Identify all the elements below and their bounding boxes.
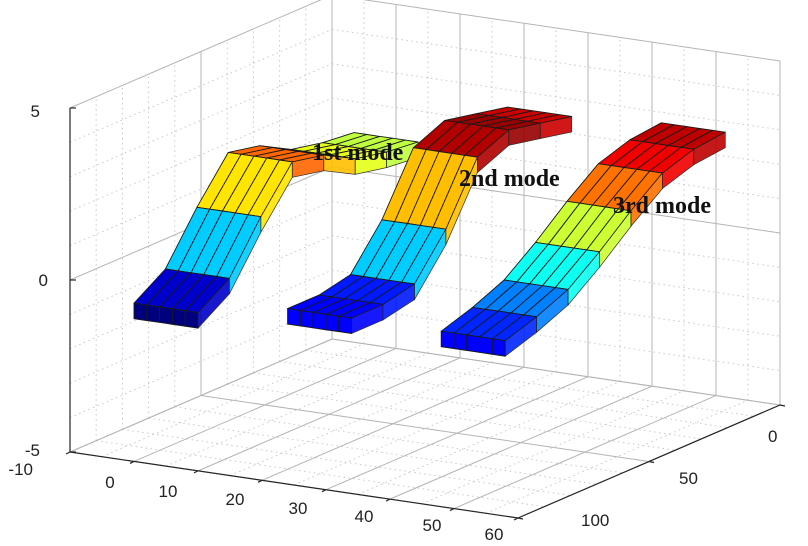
gridline — [96, 440, 545, 508]
surface-edge-face — [287, 308, 301, 327]
x-tick-mark — [193, 470, 199, 474]
x-tick-label: 50 — [423, 516, 442, 535]
y-tick-label: 50 — [679, 469, 698, 488]
z-tick-label: -5 — [25, 441, 40, 460]
gridline — [122, 428, 571, 496]
surface-1 — [133, 132, 419, 329]
x-tick-label: 60 — [485, 525, 504, 544]
x-tick-label: 20 — [226, 490, 245, 509]
gridline — [305, 349, 754, 417]
gridline — [174, 406, 623, 474]
y-tick-label: 0 — [768, 427, 777, 446]
x-tick-mark — [257, 479, 263, 483]
gridline — [69, 338, 333, 453]
y-tick-label: 100 — [581, 511, 609, 530]
surface-edge-face — [453, 332, 468, 352]
surface-edge-face — [479, 336, 493, 355]
surface-edge-face — [338, 315, 353, 335]
gridline — [69, 0, 322, 109]
x-axis-line — [69, 451, 519, 519]
series-label-2nd-mode: 2nd mode — [459, 166, 560, 192]
surface-edge-face — [466, 334, 481, 353]
label-layer: 1st mode 2nd mode 3rd mode — [312, 140, 711, 219]
y-tick-mark — [517, 517, 524, 520]
x-tick-label: 0 — [105, 473, 114, 492]
surface-2 — [287, 106, 573, 335]
x-tick-label: 30 — [289, 499, 308, 518]
series-label-1st-mode: 1st mode — [312, 140, 404, 166]
surface-edge-face — [171, 308, 186, 327]
series-label-3rd-mode: 3rd mode — [613, 193, 711, 219]
x-tick-label: -10 — [8, 460, 33, 479]
y-tick-mark — [648, 460, 655, 464]
x-tick-mark — [65, 451, 71, 455]
surface-edge-face — [146, 304, 161, 323]
x-tick-mark — [449, 508, 455, 512]
z-tick-label: 5 — [31, 102, 40, 121]
surface-edge-face — [159, 306, 173, 325]
gridline — [331, 338, 781, 406]
x-tick-mark — [321, 489, 327, 493]
surface-edge-face — [133, 302, 148, 322]
surface-edge-face — [325, 313, 340, 333]
surface-layer — [133, 106, 726, 357]
gridline — [331, 304, 781, 372]
surface-3 — [440, 122, 726, 357]
surface-edge-face — [491, 338, 506, 357]
gridline — [200, 395, 650, 462]
tick-layer: 5 0 -5 -10 0 10 20 30 40 50 60 0 50 100 — [8, 102, 777, 544]
z-tick-label: 0 — [39, 271, 48, 290]
gridline — [362, 0, 781, 62]
gridline — [227, 383, 676, 451]
x-tick-mark — [513, 517, 519, 521]
surface-side-face — [693, 131, 726, 166]
gridline — [331, 28, 781, 96]
surface-edge-face — [299, 309, 314, 329]
x-tick-label: 40 — [355, 507, 374, 526]
surface-edge-face — [312, 311, 327, 331]
gridline — [279, 361, 728, 429]
x-tick-label: 10 — [159, 482, 178, 501]
gridline — [331, 63, 781, 131]
surface-edge-face — [184, 310, 199, 329]
x-tick-mark — [385, 498, 391, 502]
surface-edge-face — [440, 330, 455, 350]
surface-side-face — [539, 116, 573, 140]
gridline — [253, 372, 702, 440]
gridline — [148, 417, 597, 485]
y-tick-mark — [779, 404, 786, 407]
x-tick-mark — [129, 460, 135, 464]
